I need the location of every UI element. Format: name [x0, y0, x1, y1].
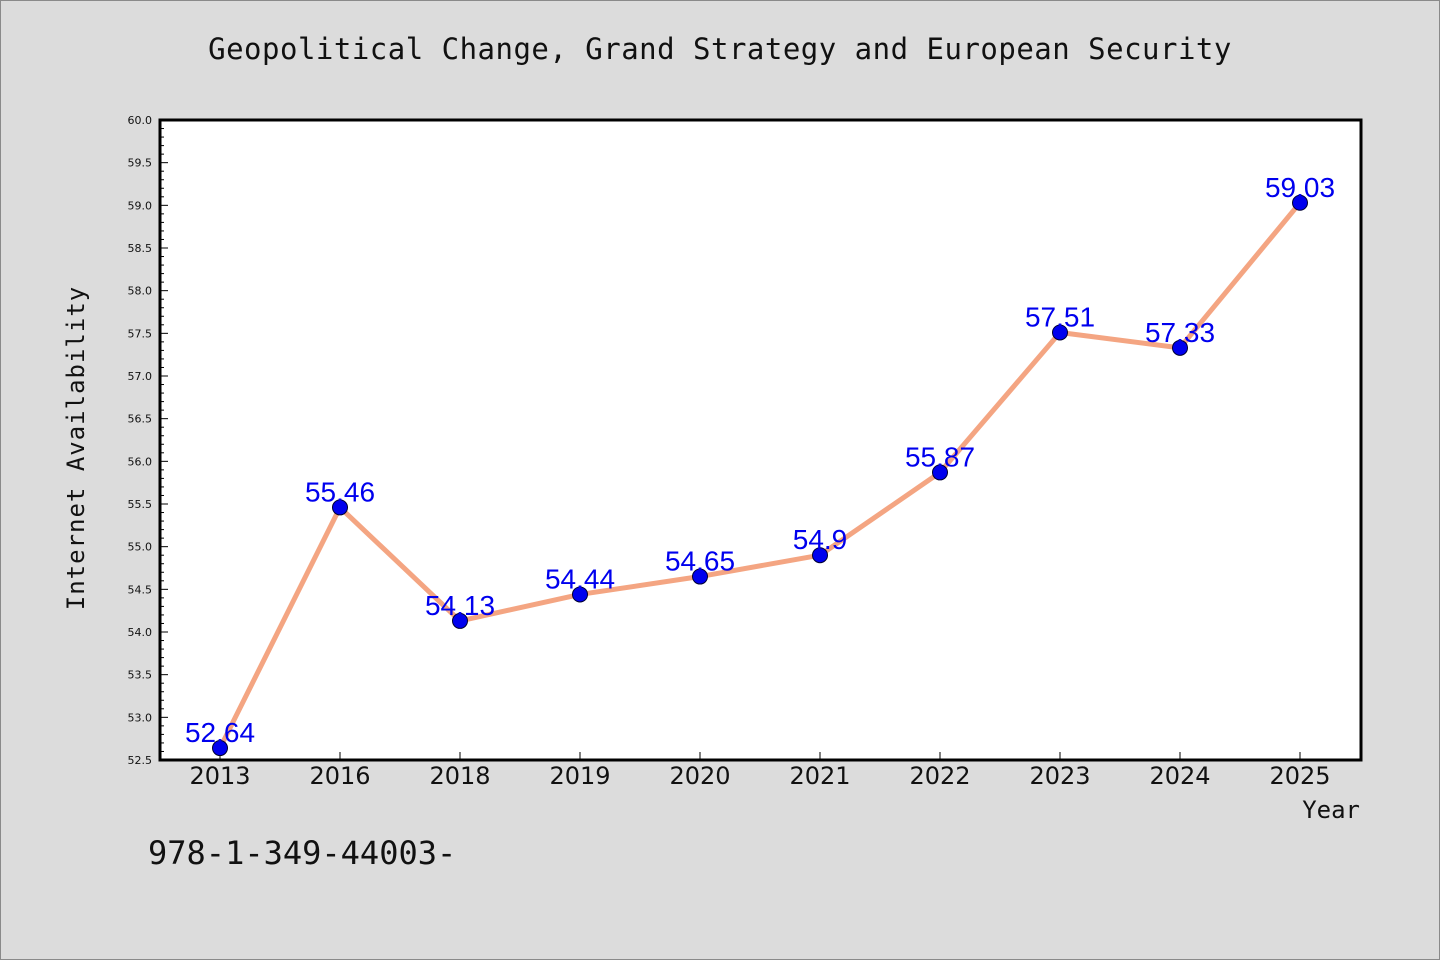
- data-point: [932, 464, 948, 481]
- footnote-isbn: 978-1-349-44003-: [148, 834, 457, 872]
- y-tick-label: 57.5: [128, 327, 153, 340]
- y-tick-label: 57.0: [128, 370, 153, 383]
- data-point: [1052, 324, 1068, 341]
- data-label: 54.65: [665, 546, 735, 577]
- y-tick-label: 60.0: [128, 114, 153, 127]
- x-tick-label: 2025: [1269, 762, 1330, 790]
- x-tick-label: 2018: [429, 762, 490, 790]
- data-label: 59.03: [1265, 172, 1335, 203]
- series-group: [212, 194, 1308, 757]
- data-point: [332, 499, 348, 516]
- y-tick-label: 58.5: [128, 242, 153, 255]
- data-labels: 52.64 55.46 54.13 54.44 54.65 54.9 55.87 57.51 5…: [185, 172, 1335, 748]
- x-tick-label: 2016: [309, 762, 370, 790]
- x-tick-label: 2022: [909, 762, 970, 790]
- y-tick-label: 52.5: [128, 754, 153, 767]
- x-tick-label: 2013: [189, 762, 250, 790]
- y-tick-label: 54.0: [128, 626, 153, 639]
- y-tick-label: 59.0: [128, 199, 153, 212]
- data-point: [1172, 339, 1188, 356]
- x-tick-label: 2019: [549, 762, 610, 790]
- data-label: 54.9: [793, 524, 848, 555]
- y-tick-label: 56.0: [128, 455, 153, 468]
- data-label: 54.13: [425, 590, 495, 621]
- data-label: 57.51: [1025, 301, 1095, 332]
- x-tick-label: 2023: [1029, 762, 1090, 790]
- y-tick-label: 53.5: [128, 669, 153, 682]
- data-label: 55.87: [905, 441, 975, 472]
- x-axis: 2013 2016 2018 2019 2020 2021 2022 2023 2024 2025: [189, 752, 1331, 790]
- y-tick-label: 54.5: [128, 583, 153, 596]
- data-point: [1292, 194, 1308, 211]
- x-tick-label: 2021: [789, 762, 850, 790]
- data-point: [572, 586, 588, 603]
- data-point: [212, 740, 228, 757]
- plot-border: [158, 118, 1363, 762]
- data-label: 54.44: [545, 563, 615, 594]
- x-axis-label: Year: [1302, 796, 1360, 824]
- plot-area: [160, 120, 1361, 760]
- data-label: 52.64: [185, 717, 255, 748]
- data-label: 55.46: [305, 476, 375, 507]
- chart-title: Geopolitical Change, Grand Strategy and …: [208, 32, 1232, 66]
- data-point: [692, 568, 708, 585]
- x-tick-label: 2024: [1149, 762, 1210, 790]
- y-axis: 52.5 53.0 53.5 54.0 54.5 55.0 55.5 56.0 56.5 57.0…: [128, 114, 168, 767]
- data-point: [452, 612, 468, 629]
- y-tick-label: 56.5: [128, 413, 153, 426]
- series-line: [217, 200, 1303, 751]
- y-tick-label: 58.0: [128, 285, 153, 298]
- data-label: 57.33: [1145, 317, 1215, 348]
- y-tick-label: 55.0: [128, 541, 153, 554]
- x-tick-label: 2020: [669, 762, 730, 790]
- data-point: [812, 547, 828, 564]
- y-tick-label: 53.0: [128, 711, 153, 724]
- y-tick-label: 59.5: [128, 157, 153, 170]
- y-tick-label: 55.5: [128, 498, 153, 511]
